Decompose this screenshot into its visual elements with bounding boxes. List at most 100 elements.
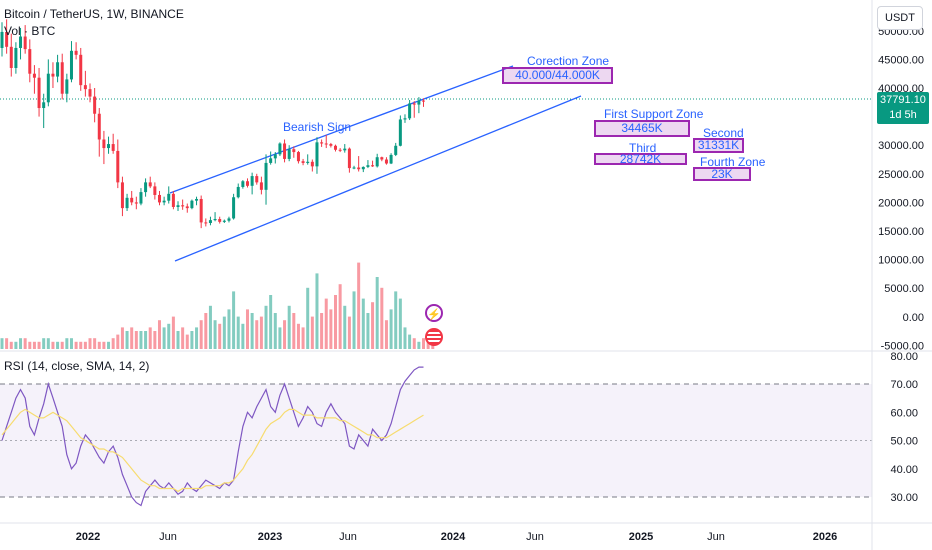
volume-bar bbox=[5, 338, 9, 349]
volume-bar bbox=[245, 309, 249, 349]
rsi-lines bbox=[1, 366, 424, 507]
volume-bar bbox=[403, 327, 407, 349]
rsi-axis[interactable]: 80.00 70.00 60.00 50.00 40.00 30.00 bbox=[890, 351, 918, 504]
volume-bar bbox=[417, 341, 421, 349]
candle-body bbox=[241, 181, 245, 187]
first-support-box[interactable]: 34465K bbox=[594, 120, 690, 137]
candle-body bbox=[102, 139, 106, 149]
candle-body bbox=[398, 119, 402, 146]
volume-bar bbox=[394, 291, 398, 349]
candle-body bbox=[283, 143, 287, 159]
candle-body bbox=[213, 218, 217, 221]
volume-bar bbox=[301, 327, 305, 349]
second-box[interactable]: 31331K bbox=[693, 138, 744, 153]
volume-bar bbox=[347, 316, 351, 349]
volume-bar bbox=[60, 341, 64, 349]
candle-body bbox=[88, 89, 92, 97]
candle-body bbox=[361, 166, 365, 170]
candle-body bbox=[185, 206, 189, 209]
volume-bar bbox=[273, 313, 277, 349]
bar-countdown: 1d 5h bbox=[889, 109, 917, 121]
time-tick-label: 2025 bbox=[629, 531, 653, 543]
first-support-label[interactable]: First Support Zone bbox=[604, 107, 704, 121]
candle-body bbox=[306, 161, 310, 163]
volume-bars bbox=[0, 262, 435, 349]
candle-body bbox=[60, 62, 64, 94]
volume-bar bbox=[181, 327, 185, 349]
volume-bar bbox=[366, 313, 370, 349]
fourth-zone-box[interactable]: 23K bbox=[693, 167, 751, 181]
currency-button[interactable]: USDT bbox=[877, 6, 923, 30]
volume-bar bbox=[264, 305, 268, 349]
candle-body bbox=[162, 200, 166, 203]
candle-body bbox=[329, 144, 333, 146]
candle-body bbox=[93, 96, 97, 114]
volume-bar bbox=[398, 298, 402, 349]
fourth-zone-label[interactable]: Fourth Zone bbox=[700, 155, 766, 169]
time-tick-label: Jun bbox=[707, 531, 725, 543]
candle-body bbox=[42, 102, 46, 109]
volume-bar bbox=[0, 338, 4, 349]
us-flag-icon[interactable] bbox=[425, 328, 443, 346]
time-axis[interactable]: 2022 Jun 2023 Jun 2024 Jun 2025 Jun 2026 bbox=[76, 531, 837, 543]
correction-zone-box[interactable]: 40.000/44.000K bbox=[502, 67, 613, 84]
candle-body bbox=[412, 103, 416, 105]
candle-body bbox=[366, 165, 370, 167]
volume-legend[interactable]: Vol · BTC bbox=[4, 24, 56, 38]
candle-body bbox=[255, 176, 259, 183]
bearish-sign-label[interactable]: Bearish Sign bbox=[283, 120, 352, 134]
candle-body bbox=[320, 142, 324, 144]
volume-bar bbox=[310, 316, 314, 349]
candle-body bbox=[250, 176, 254, 186]
candle-body bbox=[74, 50, 78, 55]
candle-body bbox=[153, 186, 157, 195]
volume-bar bbox=[236, 316, 240, 349]
channel-upper-line[interactable] bbox=[169, 65, 514, 194]
price-axis[interactable]: 50000.0045000.0040000.0035000.0030000.00… bbox=[878, 26, 924, 353]
candle-body bbox=[389, 154, 393, 164]
third-label[interactable]: Third bbox=[629, 141, 657, 155]
price-tick-label: 20000.00 bbox=[878, 197, 924, 209]
volume-bar bbox=[334, 295, 338, 349]
volume-bar bbox=[306, 287, 310, 349]
correction-zone-label[interactable]: Corection Zone bbox=[527, 54, 610, 68]
rsi-legend[interactable]: RSI (14, close, SMA, 14, 2) bbox=[4, 359, 150, 373]
volume-bar bbox=[241, 323, 245, 349]
volume-bar bbox=[167, 323, 171, 349]
candle-body bbox=[37, 77, 41, 109]
volume-bar bbox=[176, 331, 180, 349]
volume-bar bbox=[116, 334, 120, 349]
time-tick-label: Jun bbox=[159, 531, 177, 543]
volume-bar bbox=[74, 341, 78, 349]
rsi-tick-label: 40.00 bbox=[890, 464, 918, 476]
volume-bar bbox=[83, 341, 87, 349]
volume-bar bbox=[338, 284, 342, 349]
volume-bar bbox=[371, 302, 375, 349]
candle-body bbox=[292, 149, 296, 153]
candle-body bbox=[394, 145, 398, 155]
volume-bar bbox=[199, 320, 203, 349]
candle-body bbox=[287, 149, 291, 159]
candle-body bbox=[296, 152, 300, 162]
candle-body bbox=[148, 182, 152, 187]
candle-body bbox=[65, 79, 69, 94]
channel-lower-line[interactable] bbox=[174, 95, 582, 262]
chart-title[interactable]: Bitcoin / TetherUS, 1W, BINANCE bbox=[4, 7, 184, 21]
second-label[interactable]: Second bbox=[703, 126, 744, 140]
third-box[interactable]: 28742K bbox=[594, 153, 687, 165]
volume-bar bbox=[269, 295, 273, 349]
candle-body bbox=[334, 145, 338, 150]
price-tick-label: 10000.00 bbox=[878, 255, 924, 267]
candle-body bbox=[0, 31, 4, 48]
last-price-tag: 37791.10 1d 5h bbox=[877, 92, 929, 124]
lightning-icon[interactable]: ⚡ bbox=[425, 304, 443, 322]
candle-body bbox=[116, 150, 120, 183]
volume-bar bbox=[213, 320, 217, 349]
volume-bar bbox=[218, 323, 222, 349]
volume-bar bbox=[185, 334, 189, 349]
volume-bar bbox=[283, 320, 287, 349]
volume-bar bbox=[51, 341, 55, 349]
volume-bar bbox=[352, 291, 356, 349]
candle-body bbox=[23, 36, 27, 50]
